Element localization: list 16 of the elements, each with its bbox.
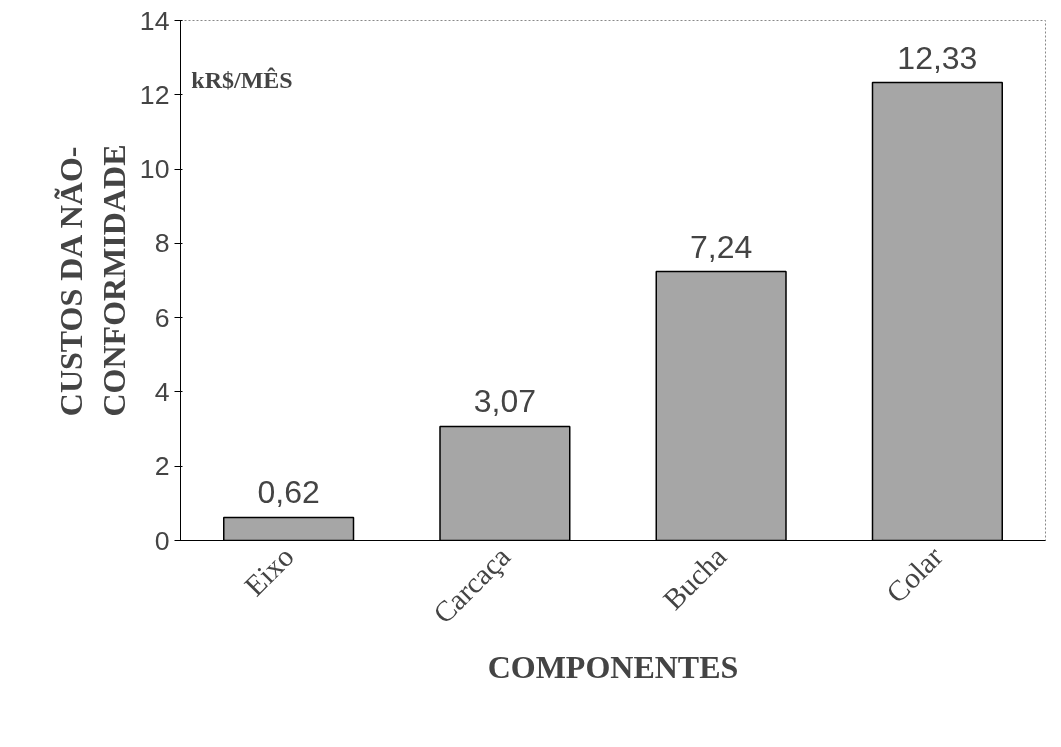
y-tick-label: 14 (139, 5, 170, 36)
y-tick-label: 8 (154, 228, 170, 259)
y-tick-label: 12 (139, 79, 170, 110)
data-label: 0,62 (257, 474, 320, 511)
y-tick-label: 4 (154, 376, 170, 407)
y-tick-label: 6 (154, 302, 170, 333)
data-label: 12,33 (897, 39, 978, 76)
y-tick-label: 2 (154, 451, 170, 482)
annotation: kR$/MÊS (191, 67, 293, 94)
x-axis-title: COMPONENTES (487, 648, 739, 685)
data-label: 7,24 (689, 228, 753, 265)
y-axis-title: CUSTOS DA NÃO- CONFORMIDADE (52, 144, 132, 417)
y-tick-label: 10 (139, 154, 170, 185)
x-tick-label: Eixo (238, 540, 300, 602)
data-label: 3,07 (473, 383, 537, 420)
y-tick-label: 0 (154, 525, 170, 556)
